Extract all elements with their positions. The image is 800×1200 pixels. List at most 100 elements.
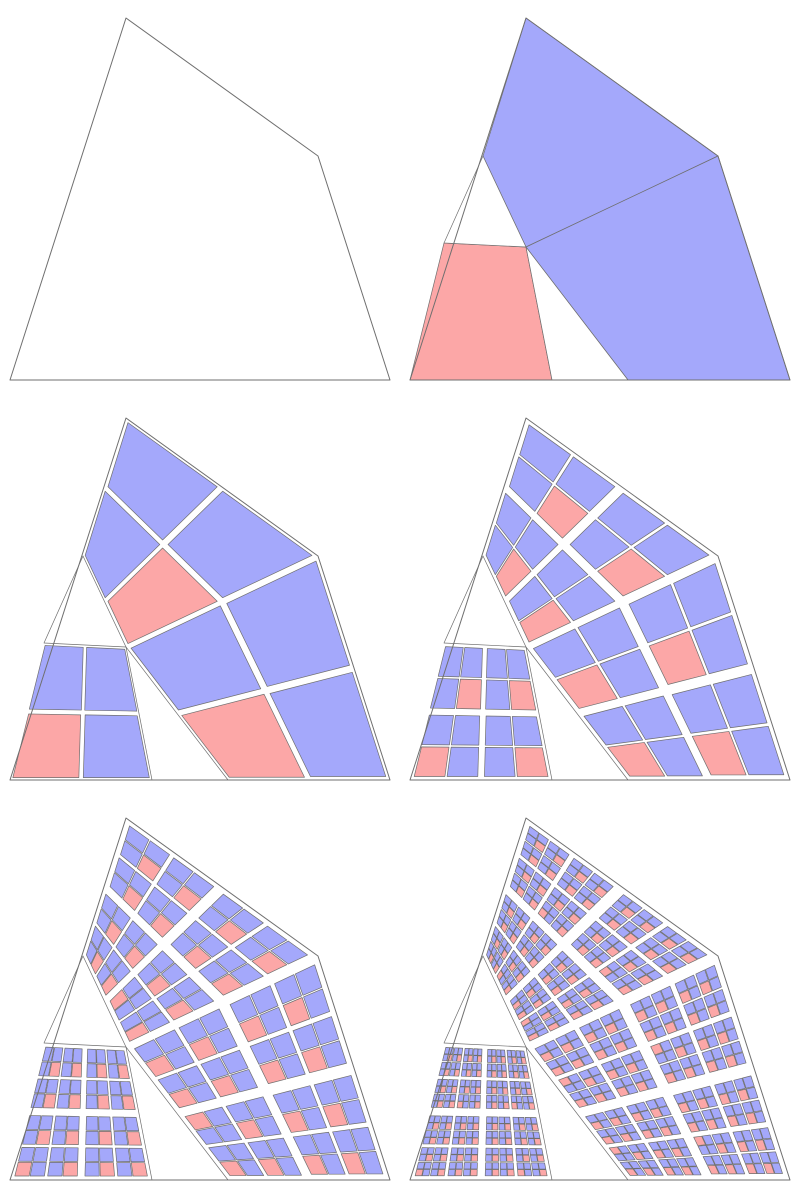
red-tile bbox=[62, 1162, 79, 1177]
red-tile bbox=[439, 1154, 448, 1162]
blue-tile bbox=[673, 1092, 687, 1105]
blue-tile bbox=[111, 906, 131, 932]
blue-tile bbox=[491, 1116, 499, 1124]
blue-tile bbox=[714, 1117, 727, 1129]
blue-tile bbox=[520, 847, 531, 861]
blue-tile bbox=[501, 901, 510, 914]
blue-tile bbox=[553, 974, 566, 986]
blue-tile bbox=[498, 974, 507, 986]
red-tile bbox=[539, 1169, 548, 1177]
blue-tile bbox=[249, 1039, 278, 1065]
blue-tile bbox=[562, 919, 575, 932]
blue-tile bbox=[161, 900, 188, 926]
blue-tile bbox=[521, 1000, 532, 1011]
blue-tile bbox=[555, 456, 616, 512]
blue-tile bbox=[733, 1052, 747, 1066]
blue-tile bbox=[167, 490, 313, 599]
blue-tile bbox=[122, 976, 144, 999]
red-tile bbox=[663, 1167, 676, 1176]
blue-tile bbox=[637, 909, 654, 922]
blue-tile bbox=[569, 1091, 584, 1102]
red-tile bbox=[432, 1122, 440, 1130]
blue-tile bbox=[442, 1100, 450, 1108]
blue-tile bbox=[644, 1005, 658, 1019]
blue-tile bbox=[524, 952, 535, 964]
blue-tile bbox=[726, 1027, 739, 1042]
blue-tile bbox=[119, 1081, 133, 1096]
blue-tile bbox=[455, 1062, 461, 1070]
blue-tile bbox=[643, 937, 660, 949]
blue-tile bbox=[96, 963, 112, 986]
blue-tile bbox=[735, 1114, 748, 1126]
blue-tile bbox=[654, 1052, 668, 1065]
blue-tile bbox=[165, 1046, 195, 1070]
blue-tile bbox=[620, 1053, 635, 1066]
red-tile bbox=[122, 885, 144, 911]
blue-tile bbox=[491, 1162, 500, 1170]
red-tile bbox=[99, 1162, 115, 1177]
red-tile bbox=[641, 1129, 655, 1139]
blue-tile bbox=[555, 1055, 570, 1067]
blue-tile bbox=[613, 1107, 627, 1117]
blue-tile bbox=[691, 1111, 704, 1123]
blue-tile bbox=[583, 1095, 598, 1106]
blue-tile bbox=[598, 1036, 613, 1049]
blue-tile bbox=[451, 1137, 460, 1145]
blue-tile bbox=[532, 982, 543, 993]
red-tile bbox=[302, 1154, 329, 1175]
red-tile bbox=[536, 884, 548, 897]
blue-tile bbox=[499, 1137, 506, 1145]
blue-tile bbox=[524, 939, 534, 952]
blue-tile bbox=[753, 1110, 767, 1124]
blue-tile bbox=[128, 1147, 145, 1163]
blue-tile bbox=[596, 1129, 610, 1138]
blue-tile bbox=[537, 1006, 549, 1017]
blue-tile bbox=[509, 900, 518, 913]
blue-tile bbox=[503, 914, 512, 927]
blue-tile bbox=[109, 872, 129, 899]
blue-tile bbox=[613, 967, 628, 978]
blue-tile bbox=[509, 879, 519, 893]
blue-tile bbox=[695, 1120, 709, 1132]
blue-tile bbox=[658, 1105, 672, 1117]
blue-tile bbox=[522, 1064, 529, 1072]
blue-tile bbox=[674, 1138, 688, 1148]
blue-tile bbox=[626, 980, 643, 991]
blue-tile bbox=[666, 1158, 680, 1168]
blue-tile bbox=[154, 1029, 185, 1054]
blue-tile bbox=[250, 985, 279, 1015]
blue-tile bbox=[767, 1151, 780, 1163]
blue-tile bbox=[506, 1162, 515, 1170]
blue-tile bbox=[593, 1027, 608, 1040]
blue-tile bbox=[99, 1147, 114, 1162]
blue-tile bbox=[623, 949, 639, 962]
red-tile bbox=[604, 1022, 619, 1035]
red-tile bbox=[520, 1017, 531, 1027]
red-tile bbox=[251, 951, 288, 975]
blue-tile bbox=[515, 1154, 524, 1162]
blue-tile bbox=[532, 871, 544, 885]
blue-tile bbox=[528, 1012, 540, 1022]
blue-tile bbox=[459, 1079, 466, 1087]
red-tile bbox=[475, 1086, 481, 1094]
red-tile bbox=[145, 1054, 175, 1077]
blue-tile bbox=[646, 736, 703, 777]
red-tile bbox=[558, 1076, 573, 1087]
red-tile bbox=[531, 1123, 539, 1131]
blue-tile bbox=[195, 1127, 224, 1145]
blue-tile bbox=[449, 1154, 458, 1162]
blue-tile bbox=[143, 840, 170, 868]
blue-tile bbox=[645, 1119, 659, 1130]
blue-tile bbox=[470, 1162, 478, 1170]
red-tile bbox=[622, 961, 638, 973]
blue-tile bbox=[522, 1102, 530, 1110]
red-tile bbox=[491, 1169, 500, 1177]
blue-tile bbox=[471, 1147, 479, 1155]
blue-tile bbox=[294, 964, 323, 996]
blue-tile bbox=[544, 847, 557, 861]
red-tile bbox=[697, 1037, 710, 1051]
blue-tile bbox=[441, 1079, 448, 1087]
panels-grid bbox=[9, 17, 791, 1181]
red-tile bbox=[536, 1154, 545, 1162]
blue-tile bbox=[107, 422, 218, 541]
